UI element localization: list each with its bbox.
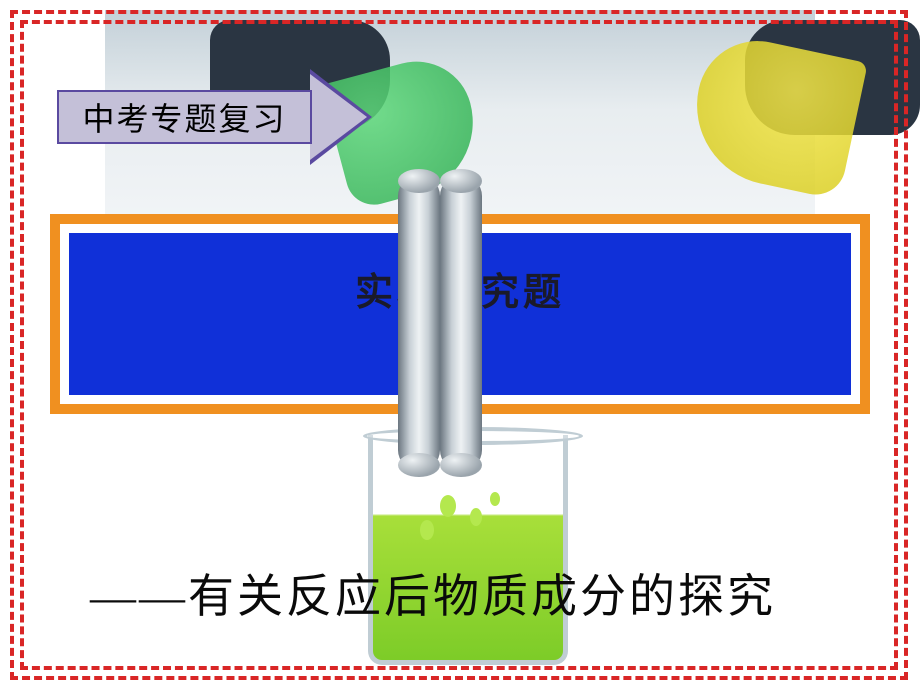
arrow-banner: 中考专题复习 <box>57 72 377 162</box>
pillars <box>398 175 482 471</box>
arrow-head-fill <box>310 74 367 160</box>
pillar-right <box>440 175 482 471</box>
arrow-body: 中考专题复习 <box>57 90 312 144</box>
pillar-left <box>398 175 440 471</box>
liquid-splash <box>410 490 530 570</box>
arrow-label: 中考专题复习 <box>82 94 286 140</box>
subtitle: ——有关反应后物质成分的探究 <box>60 560 870 626</box>
